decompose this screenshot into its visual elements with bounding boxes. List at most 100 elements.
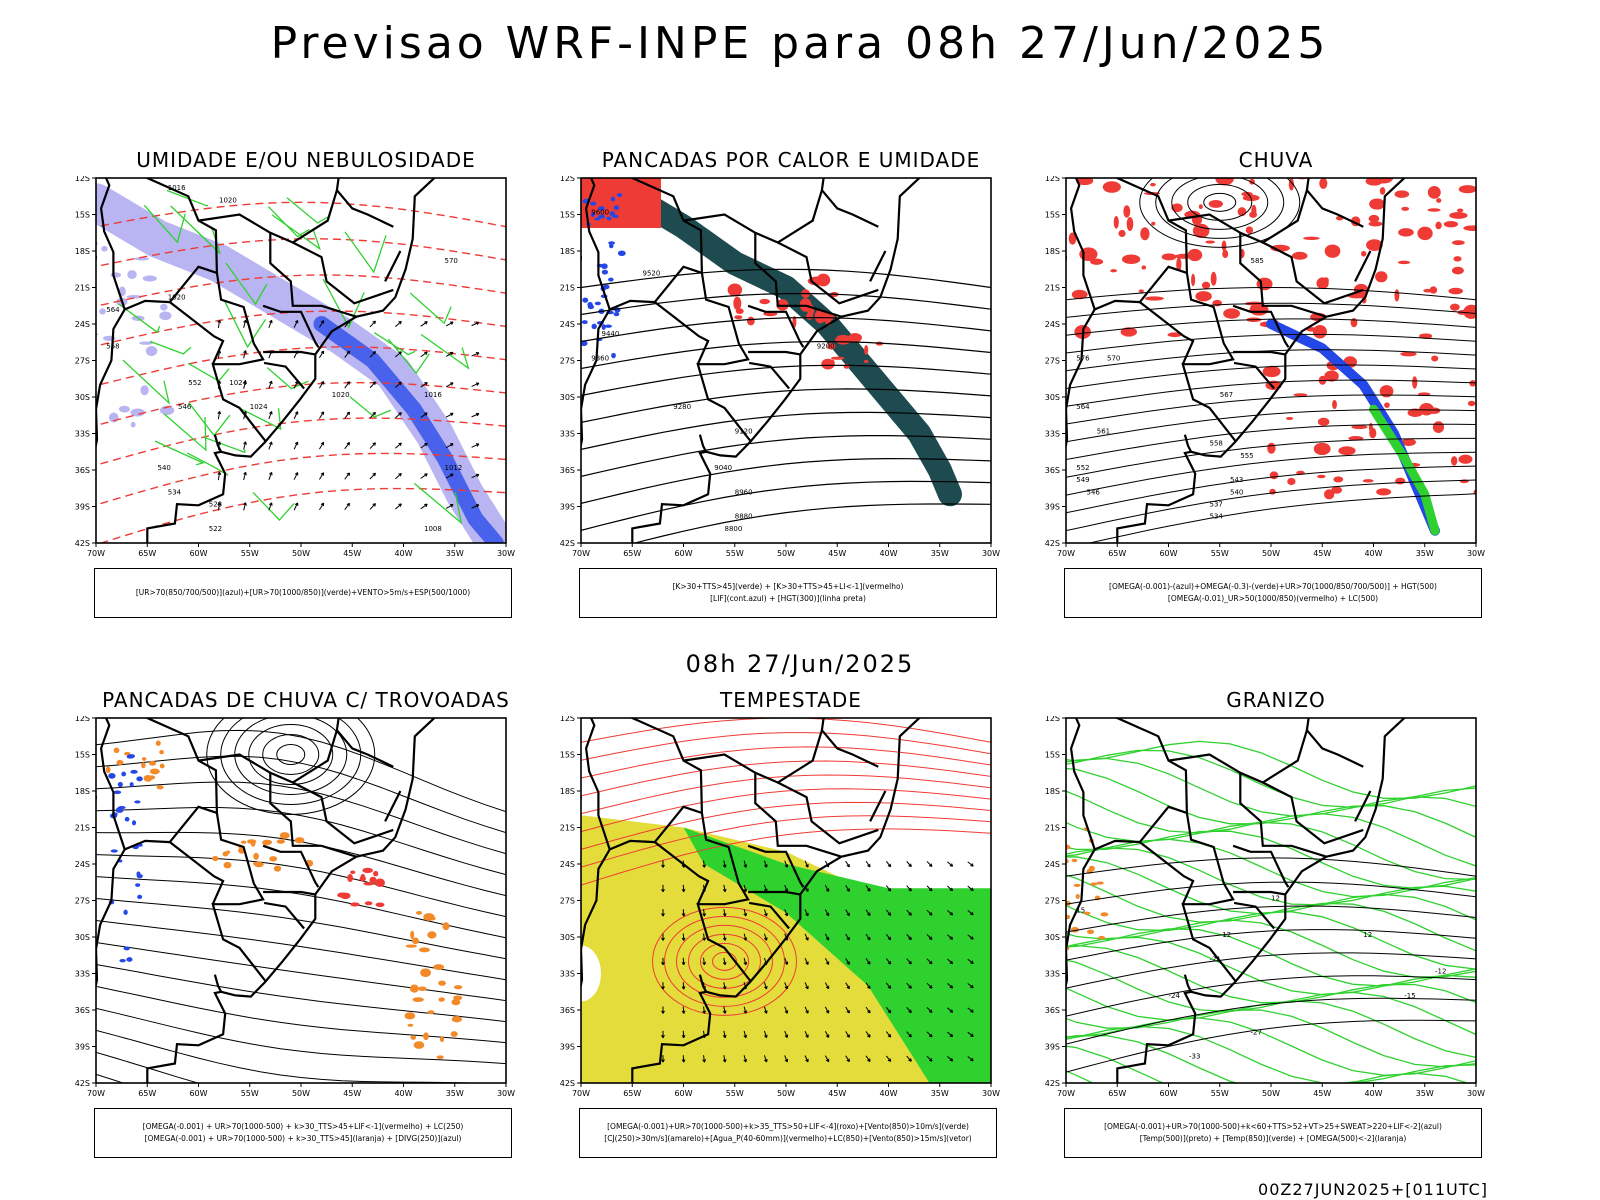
wind-vector	[824, 958, 830, 965]
border-line	[631, 718, 753, 983]
wind-vector	[865, 860, 871, 868]
forecast-time-label: 08h 27/Jun/2025	[685, 650, 915, 678]
wind-vector	[471, 413, 480, 418]
rain-area	[1215, 178, 1234, 186]
y-tick-label: 36S	[75, 1006, 90, 1015]
lif-contour	[582, 297, 589, 303]
wind-vector-head	[928, 985, 933, 989]
rain-area	[1138, 289, 1144, 293]
wind-vector	[243, 320, 247, 328]
divergence-area	[126, 957, 133, 962]
moisture-contour	[225, 262, 268, 306]
storm-area-orange	[453, 995, 463, 1001]
wind-vector	[784, 884, 788, 892]
lif-contour	[598, 214, 606, 219]
wind-vector	[369, 442, 376, 449]
wind-vector-head	[908, 985, 912, 989]
rain-area	[1249, 211, 1258, 218]
border-line	[698, 434, 708, 453]
rain-area	[1187, 248, 1203, 262]
omega500-area	[1073, 883, 1081, 888]
y-tick-label: 42S	[1045, 1079, 1060, 1088]
contour-label: 1012	[445, 464, 463, 472]
streamline	[96, 897, 506, 960]
lif-contour	[611, 352, 616, 359]
severe-area	[843, 364, 850, 369]
rain-area	[1394, 289, 1400, 302]
rain-area	[1453, 256, 1462, 262]
contour-label: 1008	[424, 525, 442, 533]
storm-area-red	[364, 901, 373, 906]
contour-label: 9440	[602, 330, 620, 338]
lif-contour	[610, 196, 616, 202]
border-line	[96, 308, 126, 451]
border-line	[754, 232, 842, 318]
x-tick-label: 55W	[726, 549, 744, 558]
humidity-patch	[159, 405, 175, 416]
geography	[1066, 718, 1406, 1083]
wind-vector-head	[398, 381, 402, 386]
wind-vector	[217, 411, 221, 420]
wind-vector-head	[743, 888, 748, 893]
wind-vector	[471, 473, 480, 479]
contour-label: 546	[178, 403, 192, 411]
temp500-contour	[1066, 975, 1476, 1017]
y-tick-label: 12S	[560, 716, 575, 723]
wind-vector	[845, 933, 850, 941]
panel-title: UMIDADE E/OU NEBULOSIDADE	[136, 148, 476, 172]
divergence-area	[123, 946, 130, 951]
humidity-patch	[110, 272, 122, 278]
x-tick-label: 30W	[497, 549, 515, 558]
rain-area	[1262, 365, 1281, 378]
border-line	[1233, 350, 1286, 356]
thickness-contour	[96, 417, 506, 466]
lif-contour	[608, 241, 616, 245]
y-tick-label: 27S	[1045, 897, 1060, 906]
wind-vector-head	[908, 1033, 912, 1038]
border-line	[336, 189, 394, 228]
panel-trovoadas: PANCADAS DE CHUVA C/ TROVOADAS 70W 65W 60W…	[56, 688, 556, 1178]
storm-area-orange	[262, 839, 273, 845]
contour-label: 1020	[219, 196, 237, 204]
lif-contour	[609, 211, 615, 217]
thickness-contour	[96, 274, 506, 307]
wind-vector-head	[294, 441, 299, 446]
wind-vector	[293, 320, 299, 328]
x-tick-label: 35W	[931, 549, 949, 558]
temp850-contour	[1066, 874, 1476, 952]
wind-vector	[420, 442, 428, 449]
wind-vector-head	[269, 502, 273, 506]
y-tick-label: 39S	[75, 503, 90, 512]
rain-area	[1398, 228, 1414, 237]
wind-vector-head	[702, 864, 707, 868]
wind-vector-head	[867, 912, 871, 916]
wind-vector-head	[722, 1034, 727, 1039]
wind-vector	[344, 472, 350, 480]
wind-vector-head	[764, 985, 768, 990]
wind-vector	[784, 982, 788, 990]
storm-area-orange	[405, 944, 417, 948]
contour-label: 555	[1240, 452, 1253, 460]
wind-vector	[947, 861, 953, 867]
wind-vector	[947, 982, 953, 989]
lif-contour	[601, 269, 608, 275]
contour-label: 549	[1076, 476, 1089, 484]
rain-area	[1365, 178, 1383, 186]
x-tick-label: 60W	[1159, 1089, 1177, 1098]
wind-vector-head	[269, 441, 273, 445]
wind-vector-head	[825, 937, 830, 941]
lif-contour	[591, 323, 597, 330]
x-tick-label: 65W	[623, 1089, 641, 1098]
border-line	[631, 178, 753, 443]
divergence-area	[137, 894, 143, 900]
wind-vector	[804, 982, 809, 990]
storm-area-orange	[453, 985, 463, 990]
contour-label: 552	[188, 379, 201, 387]
hgt-contour	[581, 411, 991, 451]
y-tick-label: 30S	[75, 933, 90, 942]
wind-vector-head	[217, 502, 222, 506]
rain-area	[1324, 370, 1339, 382]
border-line	[269, 772, 357, 858]
divergence-area	[136, 874, 143, 879]
map-umidade: 1016 1020 1020 1024 1024 1020 1016 1012 1008 570 5…	[75, 176, 515, 558]
